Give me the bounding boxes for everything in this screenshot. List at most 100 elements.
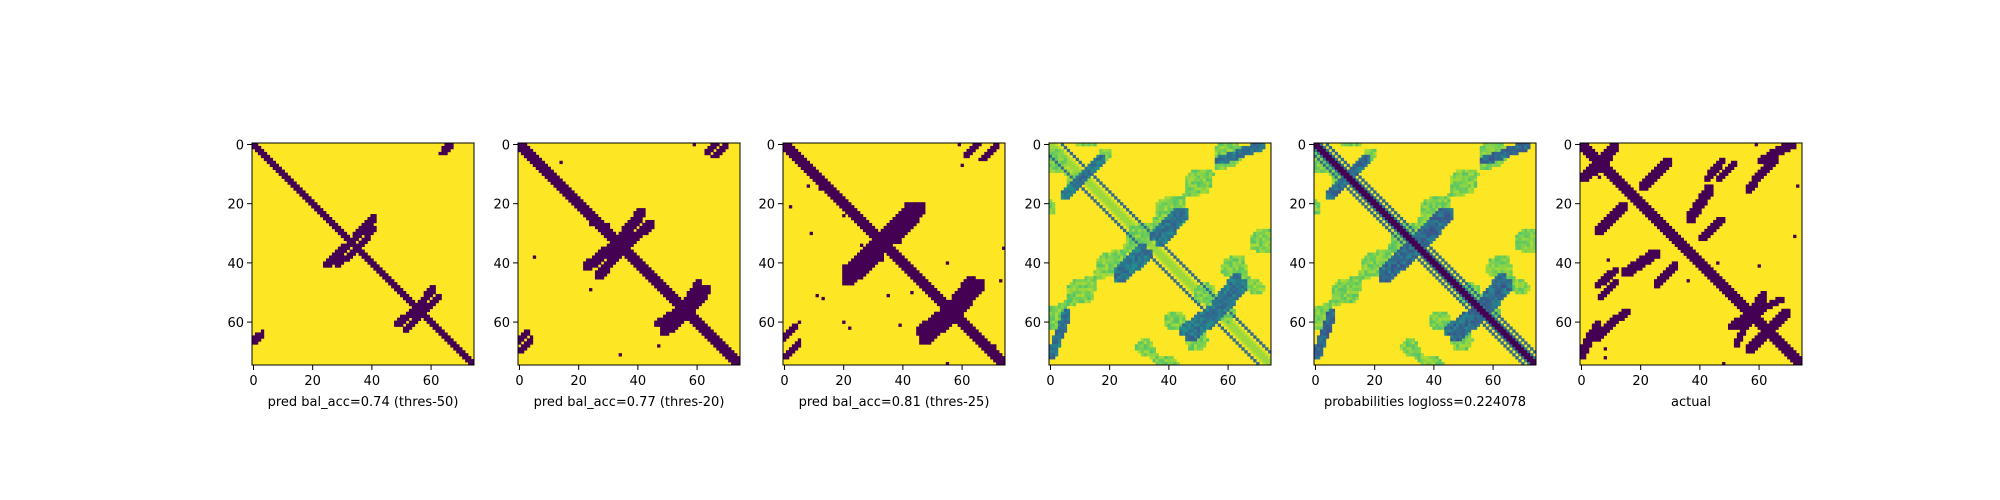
heatmap-cell: [783, 353, 787, 357]
heatmap-cell: [1235, 255, 1239, 259]
heatmap-cell: [1373, 199, 1377, 203]
heatmap-cell: [928, 323, 932, 327]
heatmap-cell: [698, 317, 702, 321]
heatmap-cell: [898, 240, 902, 244]
heatmap-cell: [1051, 320, 1056, 324]
heatmap-cell: [898, 261, 902, 265]
heatmap-cell: [1506, 148, 1510, 153]
heatmap-cell: [1346, 181, 1350, 185]
heatmap-cell: [1217, 302, 1222, 307]
heatmap-cell: [606, 264, 611, 268]
heatmap-cell: [1331, 166, 1336, 170]
heatmap-cell: [523, 154, 528, 159]
heatmap-cell: [1128, 249, 1133, 253]
heatmap-cell: [526, 145, 531, 150]
heatmap-cell: [1131, 231, 1136, 236]
heatmap-cell: [414, 308, 419, 313]
heatmap-cell: [1379, 196, 1383, 200]
heatmap-cell: [1108, 199, 1112, 203]
heatmap-cell: [966, 276, 970, 280]
heatmap-cell: [1060, 154, 1065, 159]
heatmap-cell: [402, 326, 407, 330]
heatmap-cell: [1229, 311, 1233, 316]
heatmap-cell: [1123, 228, 1127, 233]
heatmap-cell: [1253, 285, 1257, 289]
heatmap-cell: [972, 326, 976, 330]
heatmap-cell: [420, 302, 425, 307]
heatmap-cell: [1346, 291, 1350, 295]
heatmap-cell: [925, 320, 929, 324]
heatmap-cell: [972, 332, 976, 336]
heatmap-cell: [1093, 279, 1097, 283]
heatmap-cell: [1253, 240, 1257, 244]
heatmap-cell: [1402, 243, 1407, 247]
heatmap-cell: [1063, 190, 1068, 194]
heatmap-cell: [1453, 184, 1457, 188]
heatmap-cell: [1054, 326, 1059, 330]
heatmap-cell: [1370, 255, 1374, 259]
heatmap-cell: [296, 187, 300, 191]
heatmap-cell: [692, 291, 696, 295]
heatmap-cell: [1322, 148, 1327, 153]
heatmap-cell: [337, 231, 342, 236]
heatmap-cell: [1084, 190, 1088, 194]
heatmap-cell: [429, 285, 433, 289]
heatmap-cell: [1331, 172, 1336, 176]
heatmap-cell: [529, 341, 534, 345]
heatmap-cell: [1054, 329, 1059, 333]
heatmap-cell: [1396, 270, 1401, 274]
heatmap-cell: [1435, 228, 1439, 233]
heatmap-cell: [553, 175, 557, 179]
heatmap-cell: [1063, 172, 1068, 176]
heatmap-cell: [1197, 326, 1201, 330]
heatmap-cell: [990, 148, 994, 153]
heatmap-cell: [1202, 291, 1207, 295]
heatmap-image-3: [783, 143, 1006, 366]
heatmap-cell: [1075, 166, 1079, 170]
heatmap-cell: [1063, 314, 1068, 318]
heatmap-cell: [1164, 356, 1168, 360]
heatmap-cell: [340, 246, 345, 250]
heatmap-cell: [1111, 217, 1115, 221]
heatmap-cell: [559, 187, 563, 191]
heatmap-cell: [1158, 211, 1162, 215]
heatmap-cell: [942, 314, 947, 318]
heatmap-cell: [1117, 214, 1121, 218]
heatmap-cell: [1417, 258, 1421, 262]
heatmap-cell: [609, 258, 614, 262]
heatmap-cell: [1081, 291, 1085, 295]
heatmap-cell: [1128, 240, 1133, 244]
heatmap-cell: [939, 311, 944, 316]
heatmap-cell: [1051, 323, 1056, 327]
heatmap-cell: [1494, 273, 1498, 277]
heatmap-cell: [1140, 237, 1145, 242]
heatmap-cell: [1205, 285, 1210, 289]
heatmap-cell: [553, 172, 557, 176]
heatmap-cell: [1188, 320, 1192, 324]
heatmap-cell: [311, 199, 315, 203]
heatmap-cell: [1241, 279, 1245, 283]
heatmap-cell: [674, 302, 679, 307]
heatmap-cell: [1244, 335, 1248, 339]
heatmap-cell: [526, 151, 531, 156]
heatmap-cell: [1355, 279, 1359, 283]
heatmap-cell: [1063, 323, 1068, 327]
heatmap-cell: [1205, 296, 1210, 301]
heatmap-cell: [1447, 273, 1451, 277]
heatmap-cell: [1164, 246, 1168, 250]
heatmap-cell: [606, 234, 611, 239]
heatmap-cell: [1355, 285, 1359, 289]
heatmap-cell: [1137, 267, 1142, 271]
heatmap-cell: [1467, 172, 1472, 176]
heatmap-cell: [1226, 293, 1230, 298]
heatmap-cell: [910, 270, 914, 274]
heatmap-cell: [710, 335, 714, 339]
heatmap-cell: [1423, 228, 1427, 233]
heatmap-cell: [645, 267, 649, 271]
heatmap-cell: [1488, 157, 1492, 162]
heatmap-cell: [907, 217, 911, 221]
heatmap-cell: [334, 252, 339, 256]
heatmap-cell: [1349, 184, 1353, 188]
heatmap-cell: [1376, 273, 1380, 277]
heatmap-cell: [800, 163, 805, 168]
